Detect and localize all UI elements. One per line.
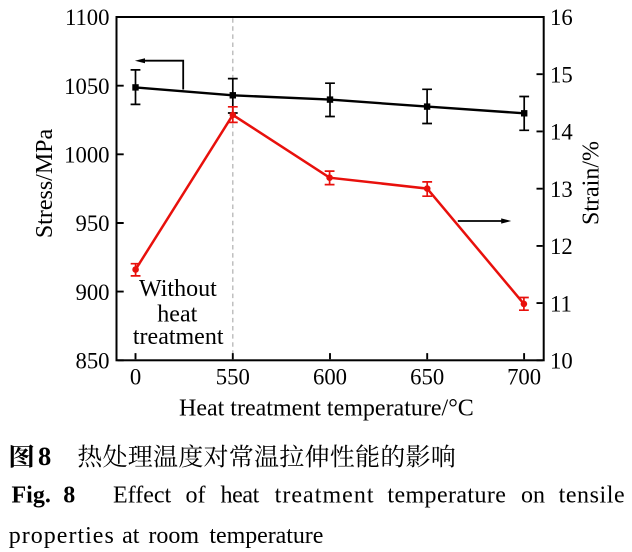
svg-text:on: on xyxy=(521,482,545,508)
svg-text:at: at xyxy=(122,523,140,549)
svg-text:15: 15 xyxy=(550,62,573,87)
svg-text:properties: properties xyxy=(9,523,114,549)
svg-text:0: 0 xyxy=(130,364,141,389)
svg-text:900: 900 xyxy=(75,280,109,305)
svg-text:10: 10 xyxy=(550,349,573,374)
svg-text:950: 950 xyxy=(75,211,109,236)
svg-text:Stress/MPa: Stress/MPa xyxy=(32,128,58,238)
svg-text:Strain/%: Strain/% xyxy=(578,141,604,225)
svg-text:650: 650 xyxy=(410,364,444,389)
svg-text:temperature: temperature xyxy=(387,482,506,508)
svg-text:heat: heat xyxy=(157,302,197,328)
svg-text:1000: 1000 xyxy=(64,143,109,168)
svg-text:850: 850 xyxy=(75,349,109,374)
svg-text:treatment: treatment xyxy=(275,482,374,508)
svg-text:tensile: tensile xyxy=(559,482,625,508)
svg-text:700: 700 xyxy=(507,364,541,389)
svg-text:Effect: Effect xyxy=(113,482,172,508)
svg-text:room: room xyxy=(148,523,199,549)
svg-text:8: 8 xyxy=(38,441,51,471)
svg-text:600: 600 xyxy=(313,364,347,389)
svg-text:Without: Without xyxy=(139,276,217,302)
svg-text:heat: heat xyxy=(221,482,260,508)
svg-text:Heat treatment temperature/°C: Heat treatment temperature/°C xyxy=(179,395,474,421)
svg-text:11: 11 xyxy=(550,291,572,316)
svg-text:16: 16 xyxy=(550,5,573,30)
svg-text:of: of xyxy=(186,482,206,508)
svg-text:14: 14 xyxy=(550,120,573,145)
svg-text:550: 550 xyxy=(216,364,250,389)
svg-text:8: 8 xyxy=(63,482,75,508)
svg-text:1100: 1100 xyxy=(65,5,110,30)
svg-text:temperature: temperature xyxy=(209,523,323,549)
svg-text:13: 13 xyxy=(550,177,573,202)
svg-text:12: 12 xyxy=(550,234,573,259)
svg-text:treatment: treatment xyxy=(133,324,224,350)
svg-text:Fig.: Fig. xyxy=(12,482,51,508)
svg-text:1050: 1050 xyxy=(64,74,109,99)
